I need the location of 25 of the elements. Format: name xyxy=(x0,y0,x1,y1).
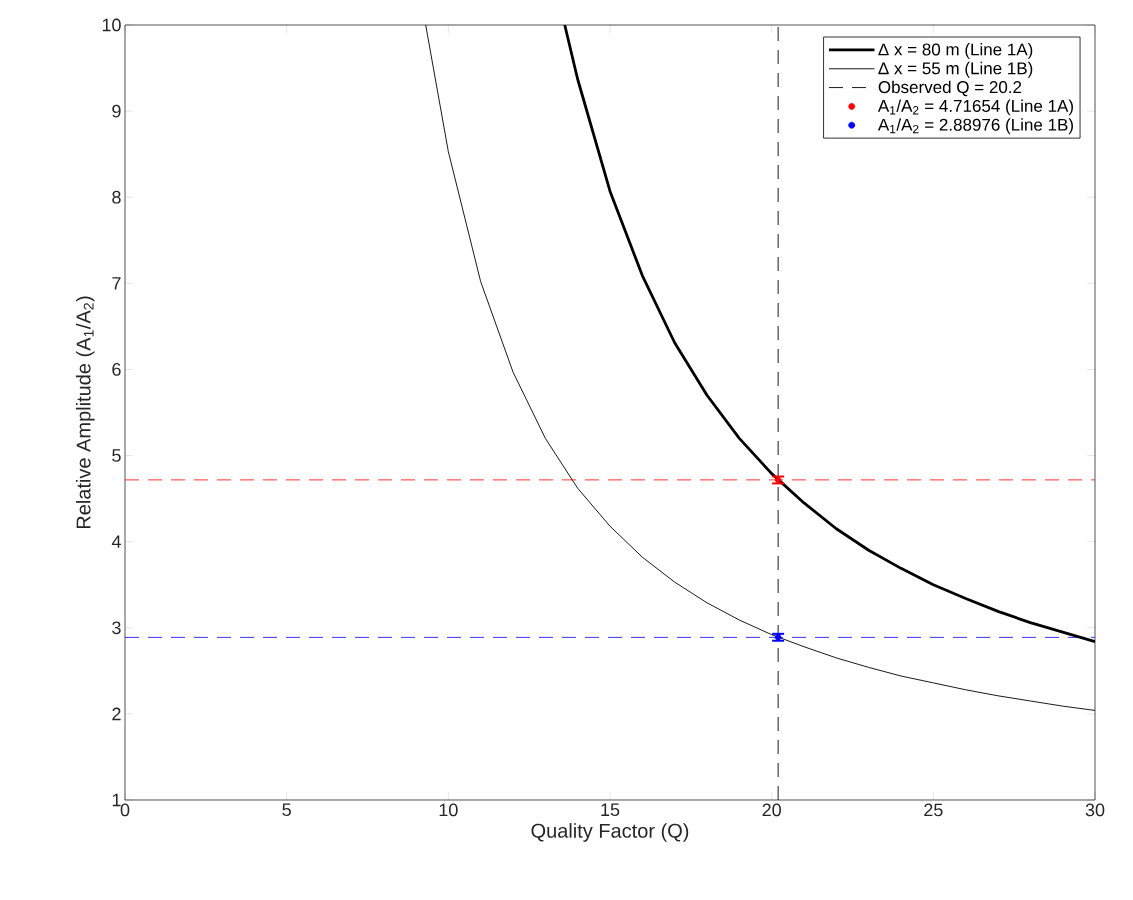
y-tick-label: 8 xyxy=(112,190,121,204)
y-tick-label: 3 xyxy=(112,621,121,635)
x-tick-label: 25 xyxy=(924,803,943,817)
y-axis-title: Relative Amplitude (A$_{1}$/A$_{2}$) xyxy=(75,296,95,529)
x-axis-title: Quality Factor (Q) xyxy=(531,823,689,842)
legend-label: Observed Q = 20.2 xyxy=(878,80,1022,97)
y-tick-label: 7 xyxy=(112,277,121,290)
y-tick-label: 1 xyxy=(112,793,121,807)
legend-label: A$_{1}$/A$_{2}$ = 4.71654 (Line 1A) xyxy=(877,99,1073,116)
y-tick-label: 6 xyxy=(112,363,121,376)
legend-label: Δ x = 55 m (Line 1B) xyxy=(878,61,1033,78)
x-tick-label: 30 xyxy=(1085,803,1105,817)
x-tick-label: 0 xyxy=(120,803,130,817)
x-tick-label: 20 xyxy=(762,803,781,817)
x-tick-label: 10 xyxy=(439,803,458,817)
y-tick-label: 9 xyxy=(112,104,121,118)
x-tick-label: 15 xyxy=(601,803,620,817)
legend-label: Δ x = 80 m (Line 1A) xyxy=(878,43,1033,59)
y-tick-label: 4 xyxy=(111,535,121,548)
line-series xyxy=(425,25,1096,711)
y-tick-label: 5 xyxy=(112,449,121,462)
legend-label: A$_{1}$/A$_{2}$ = 2.88976 (Line 1B) xyxy=(877,118,1073,135)
y-tick-label: 2 xyxy=(112,707,121,721)
y-tick-label: 10 xyxy=(102,18,121,32)
x-tick-label: 5 xyxy=(282,803,291,817)
